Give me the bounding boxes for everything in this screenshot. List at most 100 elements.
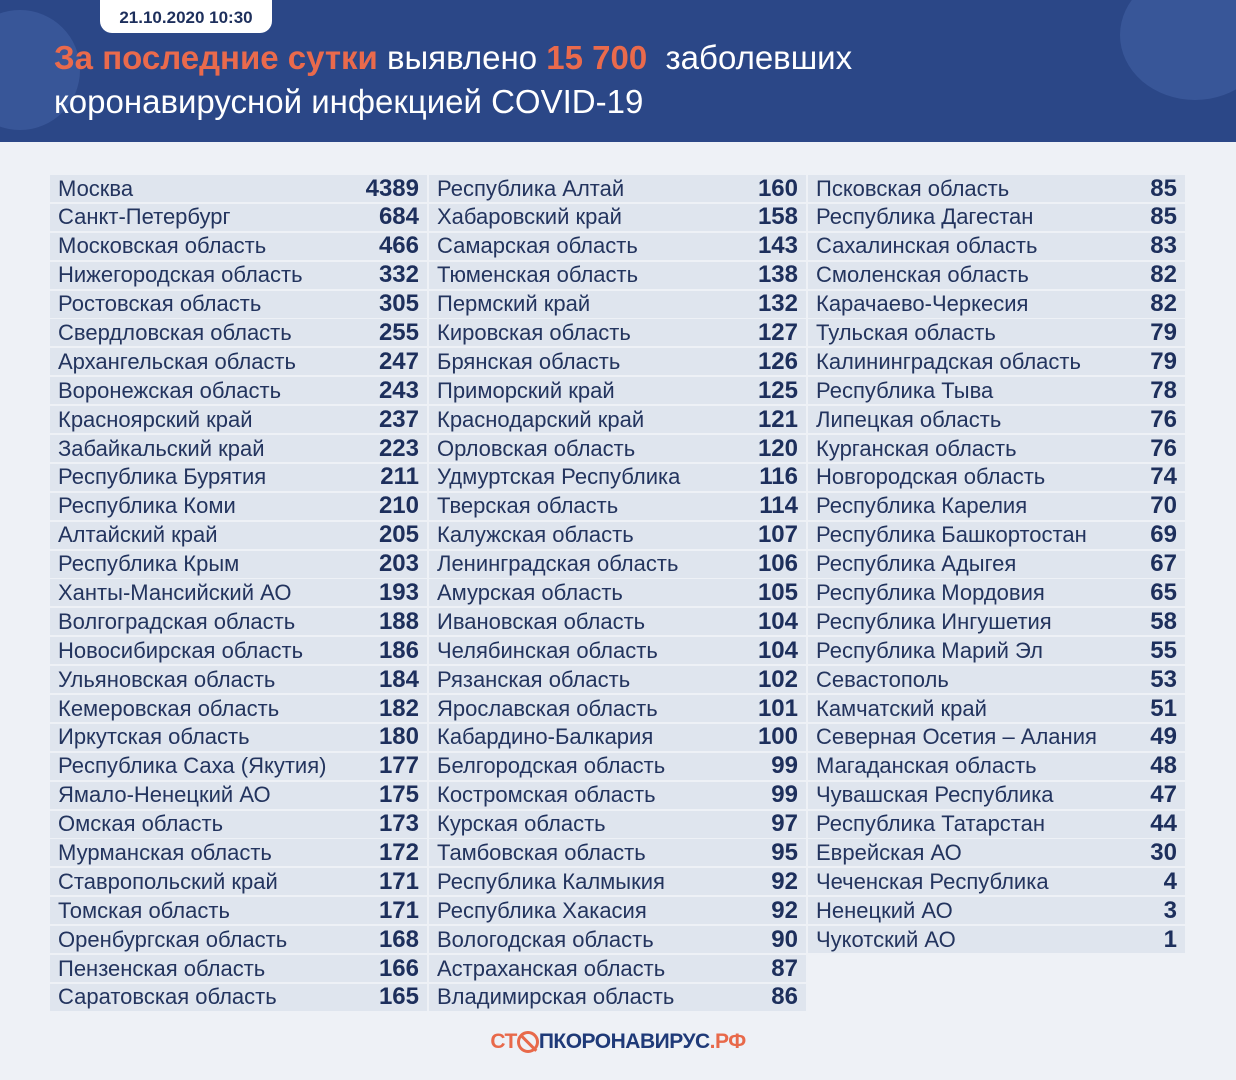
case-count: 104 bbox=[757, 607, 798, 635]
region-name: Республика Дагестан bbox=[816, 204, 1034, 230]
table-row: Москва 4389 bbox=[50, 175, 427, 202]
case-count: 203 bbox=[378, 550, 419, 578]
table-row: Новгородская область 74 bbox=[808, 463, 1185, 491]
table-row: Челябинская область 104 bbox=[429, 637, 806, 665]
region-name: Свердловская область bbox=[58, 319, 292, 345]
table-row: Республика Крым 203 bbox=[50, 550, 427, 578]
region-name: Калининградская область bbox=[816, 348, 1081, 374]
region-name: Омская область bbox=[58, 811, 224, 837]
case-count: 49 bbox=[1150, 723, 1177, 751]
region-name: Воронежская область bbox=[58, 377, 282, 403]
region-name: Липецкая область bbox=[816, 406, 1002, 432]
case-count: 76 bbox=[1150, 405, 1177, 433]
table-row: Кемеровская область 182 bbox=[50, 695, 427, 723]
table-row: Иркутская область 180 bbox=[50, 723, 427, 751]
case-count: 48 bbox=[1150, 752, 1177, 780]
title-text: выявлено bbox=[377, 39, 547, 76]
region-name: Томская область bbox=[58, 897, 230, 923]
region-name: Курганская область bbox=[816, 435, 1017, 461]
case-count: 99 bbox=[771, 781, 798, 809]
region-name: Еврейская АО bbox=[816, 839, 962, 865]
region-name: Псковская область bbox=[816, 175, 1010, 201]
region-name: Карачаево-Черкесия bbox=[816, 291, 1029, 317]
region-name: Тульская область bbox=[816, 319, 996, 345]
case-count: 65 bbox=[1150, 578, 1177, 606]
logo-text: .РФ bbox=[709, 1030, 747, 1053]
case-count: 125 bbox=[757, 376, 798, 404]
region-name: Курская область bbox=[437, 811, 606, 837]
region-name: Ненецкий АО bbox=[816, 897, 953, 923]
region-name: Ханты-Мансийский АО bbox=[58, 579, 292, 605]
region-name: Владимирская область bbox=[437, 984, 675, 1010]
table-row: Калининградская область 79 bbox=[808, 348, 1185, 376]
case-count: 120 bbox=[757, 434, 798, 462]
region-name: Ивановская область bbox=[437, 608, 646, 634]
region-name: Калужская область bbox=[437, 522, 634, 548]
case-count: 85 bbox=[1150, 174, 1177, 202]
table-row: Хабаровский край 158 bbox=[429, 203, 806, 231]
region-name: Чеченская Республика bbox=[816, 868, 1049, 894]
case-count: 186 bbox=[378, 636, 419, 664]
case-count: 58 bbox=[1150, 607, 1177, 635]
case-count: 97 bbox=[771, 810, 798, 838]
table-column: Москва 4389 Санкт-Петербург 684 Московская о… bbox=[50, 175, 427, 1013]
region-name: Чукотский АО bbox=[816, 926, 956, 952]
case-count: 51 bbox=[1150, 694, 1177, 722]
table-row: Ярославская область 101 bbox=[429, 695, 806, 723]
case-count: 107 bbox=[757, 521, 798, 549]
table-row: Чувашская Республика 47 bbox=[808, 781, 1185, 809]
case-count: 4 bbox=[1163, 867, 1177, 895]
region-name: Кировская область bbox=[437, 319, 631, 345]
case-count: 138 bbox=[757, 261, 798, 289]
region-name: Удмуртская Республика bbox=[437, 464, 681, 490]
table-row: Тульская область 79 bbox=[808, 319, 1185, 347]
region-name: Хабаровский край bbox=[437, 204, 622, 230]
table-row: Ханты-Мансийский АО 193 bbox=[50, 579, 427, 607]
case-count: 47 bbox=[1150, 781, 1177, 809]
case-count: 184 bbox=[378, 665, 419, 693]
table-row: Нижегородская область 332 bbox=[50, 261, 427, 289]
region-name: Северная Осетия – Алания bbox=[816, 724, 1097, 750]
table-row: Республика Мордовия 65 bbox=[808, 578, 1185, 607]
table-row: Владимирская область 86 bbox=[429, 983, 806, 1011]
table-row: Алтайский край 205 bbox=[50, 521, 427, 549]
region-name: Рязанская область bbox=[437, 666, 631, 692]
table-row: Республика Карелия 70 bbox=[808, 492, 1185, 520]
region-name: Ямало-Ненецкий АО bbox=[58, 782, 271, 808]
case-count: 3 bbox=[1163, 896, 1177, 924]
case-count: 305 bbox=[378, 290, 419, 318]
region-name: Тюменская область bbox=[437, 262, 639, 288]
table-row: Тверская область 114 bbox=[429, 492, 806, 520]
table-row: Краснодарский край 121 bbox=[429, 406, 806, 434]
case-count: 1 bbox=[1163, 925, 1177, 953]
table-row: Санкт-Петербург 684 bbox=[50, 203, 427, 231]
table-row: Республика Дагестан 85 bbox=[808, 203, 1185, 231]
table-row: Республика Алтай 160 bbox=[429, 175, 806, 202]
table-row: Калужская область 107 bbox=[429, 521, 806, 549]
case-count: 177 bbox=[378, 752, 419, 780]
table-row: Ленинградская область 106 bbox=[429, 550, 806, 578]
region-name: Чувашская Республика bbox=[816, 782, 1054, 808]
table-row: Московская область 466 bbox=[50, 232, 427, 260]
case-count: 90 bbox=[771, 925, 798, 953]
region-name: Республика Ингушетия bbox=[816, 608, 1052, 634]
table-row: Оренбургская область 168 bbox=[50, 926, 427, 954]
title-highlight: За последние сутки bbox=[54, 39, 378, 76]
region-name: Ярославская область bbox=[437, 695, 658, 721]
table-row: Республика Марий Эл 55 bbox=[808, 637, 1185, 665]
region-name: Нижегородская область bbox=[58, 262, 303, 288]
case-count: 127 bbox=[757, 318, 798, 346]
table-row: Республика Коми 210 bbox=[50, 492, 427, 520]
region-name: Камчатский край bbox=[816, 695, 987, 721]
case-count: 82 bbox=[1150, 290, 1177, 318]
region-name: Смоленская область bbox=[816, 262, 1029, 288]
table-row: Красноярский край 237 bbox=[50, 406, 427, 434]
table-row: Костромская область 99 bbox=[429, 781, 806, 809]
title-text: заболевших bbox=[647, 39, 853, 76]
region-name: Брянская область bbox=[437, 348, 621, 374]
region-name: Самарская область bbox=[437, 233, 638, 259]
case-count: 332 bbox=[378, 261, 419, 289]
region-name: Волгоградская область bbox=[58, 608, 296, 634]
region-name: Тамбовская область bbox=[437, 839, 646, 865]
table-row: Республика Хакасия 92 bbox=[429, 897, 806, 925]
